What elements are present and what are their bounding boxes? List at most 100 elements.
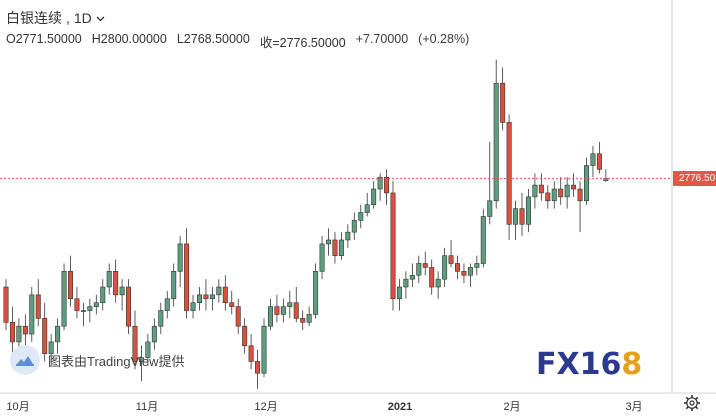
candle (106, 263, 112, 295)
tradingview-cloud-icon (10, 345, 40, 375)
candle-body (151, 325, 157, 343)
low-value: L2768.50000 (176, 32, 250, 46)
candle (467, 263, 473, 288)
candle-body (29, 294, 35, 335)
candle-body (545, 192, 551, 202)
candle (293, 287, 299, 323)
logo-num: 16 (579, 347, 622, 382)
candle-body (100, 286, 106, 303)
candle (184, 228, 190, 319)
gear-icon[interactable] (683, 394, 701, 412)
x-tick-label: 2021 (388, 401, 412, 413)
candle-body (3, 286, 9, 323)
candle (558, 177, 564, 205)
candle-body (48, 341, 54, 354)
x-tick-label: 10月 (6, 401, 29, 413)
candle-body (429, 267, 435, 288)
candle (203, 279, 209, 311)
candle (396, 279, 402, 311)
candle (325, 228, 331, 256)
candle-body (371, 188, 377, 206)
candle-body (61, 271, 67, 327)
change-value: +7.70000 (355, 32, 409, 46)
candle (409, 263, 415, 288)
candle (138, 345, 144, 382)
candle (545, 185, 551, 209)
candle (448, 239, 454, 268)
candle (429, 259, 435, 295)
candle-body (209, 294, 215, 300)
candle-body (506, 122, 512, 225)
candle-body (467, 267, 473, 276)
candle (151, 318, 157, 350)
open-value: O2771.50000 (6, 32, 82, 46)
candle (422, 251, 428, 276)
candle-body (16, 325, 22, 343)
candle-body (338, 239, 344, 256)
candle (255, 349, 261, 389)
candle-body (590, 153, 596, 166)
chevron-down-icon[interactable] (96, 14, 105, 23)
candle-body (564, 184, 570, 198)
candle (564, 177, 570, 209)
candle (519, 192, 525, 237)
candle-body (171, 271, 177, 300)
candle (267, 298, 273, 331)
candle-body (416, 263, 422, 276)
candle-body (35, 294, 41, 319)
candle-body (190, 302, 196, 311)
candle-body (461, 271, 467, 276)
candle-body (197, 294, 203, 303)
candle (454, 255, 460, 280)
watermark-text: 图表由TradingView提供 (48, 353, 185, 369)
candle (416, 255, 422, 284)
candle-body (596, 153, 602, 170)
candle (171, 263, 177, 307)
high-value: H2800.00000 (91, 32, 167, 46)
candle (364, 192, 370, 217)
candle-body (242, 325, 248, 347)
candle-body (319, 243, 325, 272)
candle (474, 255, 480, 276)
candle-body (93, 302, 99, 307)
candle (248, 334, 254, 370)
candle-body (500, 82, 506, 123)
symbol-separator: , (66, 10, 70, 26)
candle (197, 287, 203, 311)
candle-body (274, 306, 280, 315)
symbol-title[interactable]: 白银连续, 1D (6, 8, 105, 28)
candle-body (261, 325, 267, 374)
candle (145, 334, 151, 366)
tradingview-watermark[interactable]: 图表由TradingView提供 (10, 345, 185, 375)
candle (493, 59, 499, 209)
candle-body (480, 216, 486, 264)
candle (338, 232, 344, 260)
candle-body (525, 196, 531, 225)
candle (80, 302, 86, 327)
interval-label: 1D (73, 10, 92, 26)
candle (571, 173, 577, 197)
candle (532, 173, 538, 209)
candle-body (551, 188, 557, 202)
candle (209, 287, 215, 311)
candle (100, 279, 106, 311)
candle-body (22, 325, 28, 335)
candle-body (119, 286, 125, 296)
candle (177, 236, 183, 288)
candle-body (68, 271, 74, 300)
current-price-label: 2776.50 (673, 171, 716, 187)
candle-body (358, 212, 364, 221)
candle-body (138, 357, 144, 362)
candle-body (409, 274, 415, 280)
candle-body (106, 271, 112, 288)
candle (126, 279, 132, 335)
candle (435, 271, 441, 299)
candle (538, 173, 544, 201)
candle-body (474, 263, 480, 268)
x-tick-label: 3月 (625, 401, 642, 413)
candle-body (267, 306, 273, 327)
candle (583, 157, 589, 205)
candle (590, 145, 596, 178)
